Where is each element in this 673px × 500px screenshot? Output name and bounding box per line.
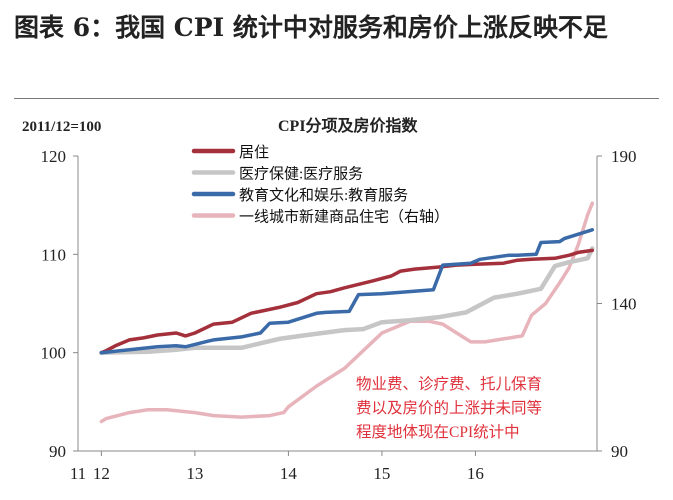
x-tick-label: 16: [467, 464, 484, 483]
series-line-4: [99, 201, 595, 424]
base-note: 2011/12=100: [22, 119, 101, 135]
y-left-tick-label: 90: [49, 442, 66, 461]
x-tick-label: 14: [280, 464, 298, 483]
y-right-axis: 90 140 190: [597, 147, 637, 461]
legend-label-4: 一线城市新建商品住宅（右轴）: [239, 209, 449, 226]
y-left-tick-label: 120: [41, 147, 67, 166]
title-divider: [14, 98, 659, 99]
annotation-line: 程度地体现在CPI统计中: [356, 423, 520, 441]
y-right-tick-label: 90: [611, 442, 628, 461]
chart-title: CPI分项及房价指数: [278, 116, 419, 135]
legend-label-3: 教育文化和娱乐:教育服务: [239, 187, 408, 204]
series-lines: [99, 201, 595, 424]
x-tick-label: 11: [70, 464, 86, 483]
y-right-tick-label: 190: [611, 147, 637, 166]
y-left-tick-label: 110: [41, 245, 66, 264]
legend-label-1: 居住: [239, 144, 269, 161]
x-tick-label: 13: [186, 464, 203, 483]
annotation-line: 费以及房价的上涨并未同等: [356, 399, 542, 417]
series-line-3: [99, 228, 595, 355]
figure-title: 图表 6：我国 CPI 统计中对服务和房价上涨反映不足: [14, 13, 608, 42]
legend-label-2: 医疗保健:医疗服务: [239, 166, 363, 183]
x-axis: 11 12 13 14 15 16: [70, 451, 484, 483]
x-tick-label: 12: [93, 464, 110, 483]
x-tick-label: 15: [373, 464, 390, 483]
y-left-tick-label: 100: [41, 344, 67, 363]
y-left-axis: 90 100 110 120: [41, 147, 78, 461]
y-right-tick-label: 140: [611, 295, 637, 314]
series-line-1: [99, 248, 595, 355]
series-line-2: [99, 246, 595, 355]
annotation-line: 物业费、诊疗费、托儿保育: [356, 375, 542, 393]
